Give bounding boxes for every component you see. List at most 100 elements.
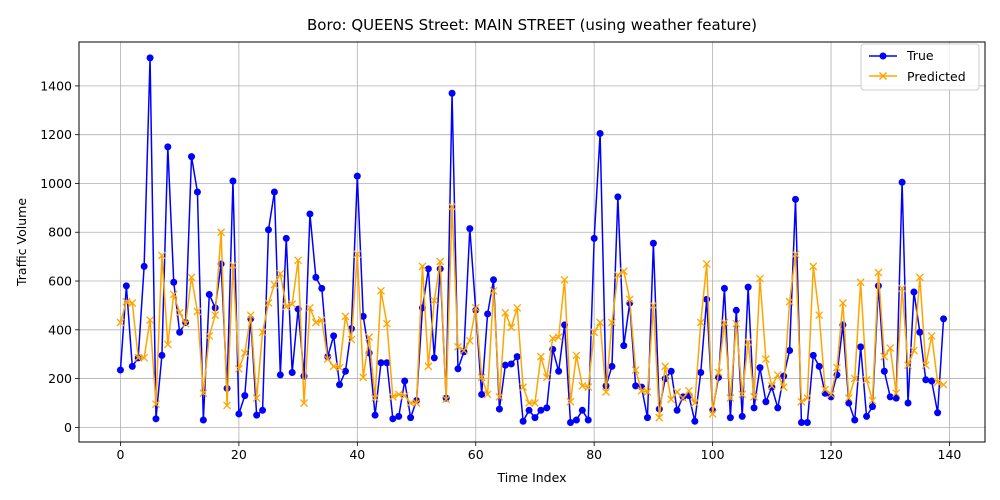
data-point-predicted — [412, 399, 421, 407]
data-point-predicted — [495, 392, 504, 401]
data-point-predicted — [915, 273, 924, 282]
data-point-true — [341, 367, 349, 375]
y-tick-label: 0 — [64, 420, 72, 435]
data-point-predicted — [270, 280, 279, 289]
data-point-true — [863, 412, 871, 420]
data-point-true — [146, 54, 154, 62]
data-point-true — [490, 276, 498, 284]
data-point-predicted — [187, 273, 196, 282]
data-point-predicted — [756, 274, 764, 283]
data-point-predicted — [584, 383, 593, 392]
data-point-true — [928, 377, 936, 385]
data-point-predicted — [229, 261, 237, 270]
series-layer — [116, 54, 948, 426]
data-point-predicted — [827, 390, 835, 399]
data-point-true — [667, 367, 675, 375]
data-point-predicted — [211, 311, 220, 320]
data-point-true — [691, 417, 699, 425]
data-point-predicted — [785, 297, 794, 306]
data-point-true — [241, 392, 249, 400]
data-point-predicted — [590, 328, 599, 337]
data-point-true — [845, 399, 853, 407]
x-tick-label: 120 — [819, 447, 843, 462]
data-point-predicted — [738, 390, 747, 399]
data-point-true — [632, 382, 640, 390]
y-tick-label: 1400 — [40, 78, 72, 93]
data-point-true — [152, 415, 160, 423]
data-point-predicted — [607, 318, 616, 327]
data-point-true — [371, 411, 379, 419]
data-point-true — [608, 362, 616, 370]
data-point-predicted — [294, 256, 303, 265]
data-point-predicted — [377, 286, 385, 295]
data-point-true — [803, 418, 811, 426]
data-point-predicted — [234, 364, 243, 373]
data-point-predicted — [797, 397, 806, 406]
data-point-predicted — [501, 308, 510, 317]
data-point-true — [259, 406, 267, 414]
data-point-predicted — [833, 363, 841, 372]
data-point-predicted — [424, 362, 433, 371]
data-point-true — [158, 351, 166, 359]
data-point-predicted — [909, 346, 918, 355]
data-point-predicted — [809, 262, 818, 271]
data-point-true — [484, 310, 492, 318]
data-point-predicted — [892, 389, 901, 398]
data-point-predicted — [152, 400, 160, 409]
data-point-true — [466, 225, 474, 233]
data-point-predicted — [489, 286, 498, 295]
data-point-true — [815, 362, 823, 370]
data-point-predicted — [803, 394, 812, 403]
data-point-true — [531, 414, 539, 422]
data-point-true — [584, 416, 592, 424]
x-tick-label: 0 — [116, 447, 124, 462]
data-point-true — [507, 360, 515, 368]
x-tick-label: 140 — [938, 447, 962, 462]
data-point-predicted — [673, 388, 682, 396]
data-point-true — [922, 376, 930, 384]
data-point-predicted — [258, 328, 267, 337]
data-point-predicted — [844, 394, 853, 403]
data-point-true — [744, 283, 752, 291]
series-true — [116, 54, 948, 426]
legend-predicted-label: Predicted — [907, 69, 966, 84]
y-tick-label: 1200 — [40, 127, 72, 142]
data-point-true — [170, 278, 178, 286]
data-point-true — [750, 404, 758, 412]
data-point-true — [264, 226, 272, 234]
data-point-predicted — [305, 303, 314, 312]
data-point-predicted — [400, 391, 409, 400]
data-point-true — [501, 361, 509, 369]
data-point-predicted — [418, 262, 427, 271]
chart-title: Boro: QUEENS Street: MAIN STREET (using … — [307, 16, 757, 34]
data-point-true — [643, 414, 651, 422]
series-predicted — [116, 202, 948, 422]
data-point-true — [525, 406, 533, 414]
data-point-predicted — [708, 409, 717, 418]
data-point-true — [827, 393, 835, 401]
data-point-true — [614, 193, 622, 201]
data-point-predicted — [240, 349, 249, 357]
data-point-true — [205, 290, 213, 298]
data-point-true — [353, 172, 361, 180]
y-tick-label: 200 — [48, 371, 72, 386]
data-point-predicted — [140, 353, 149, 362]
data-point-predicted — [602, 388, 610, 396]
data-point-true — [282, 234, 290, 242]
data-point-predicted — [767, 381, 776, 390]
data-point-predicted — [815, 311, 824, 320]
data-point-true — [596, 129, 604, 137]
data-point-predicted — [714, 368, 723, 377]
data-point-predicted — [163, 340, 172, 349]
data-point-true — [478, 390, 486, 398]
data-point-true — [318, 284, 326, 292]
data-point-predicted — [643, 388, 652, 396]
data-point-true — [122, 282, 130, 290]
data-point-predicted — [667, 395, 676, 404]
data-point-true — [868, 403, 876, 411]
data-point-predicted — [477, 373, 486, 382]
data-point-predicted — [246, 311, 255, 320]
data-point-true — [424, 265, 432, 273]
data-point-predicted — [649, 301, 658, 310]
data-point-predicted — [323, 355, 332, 364]
